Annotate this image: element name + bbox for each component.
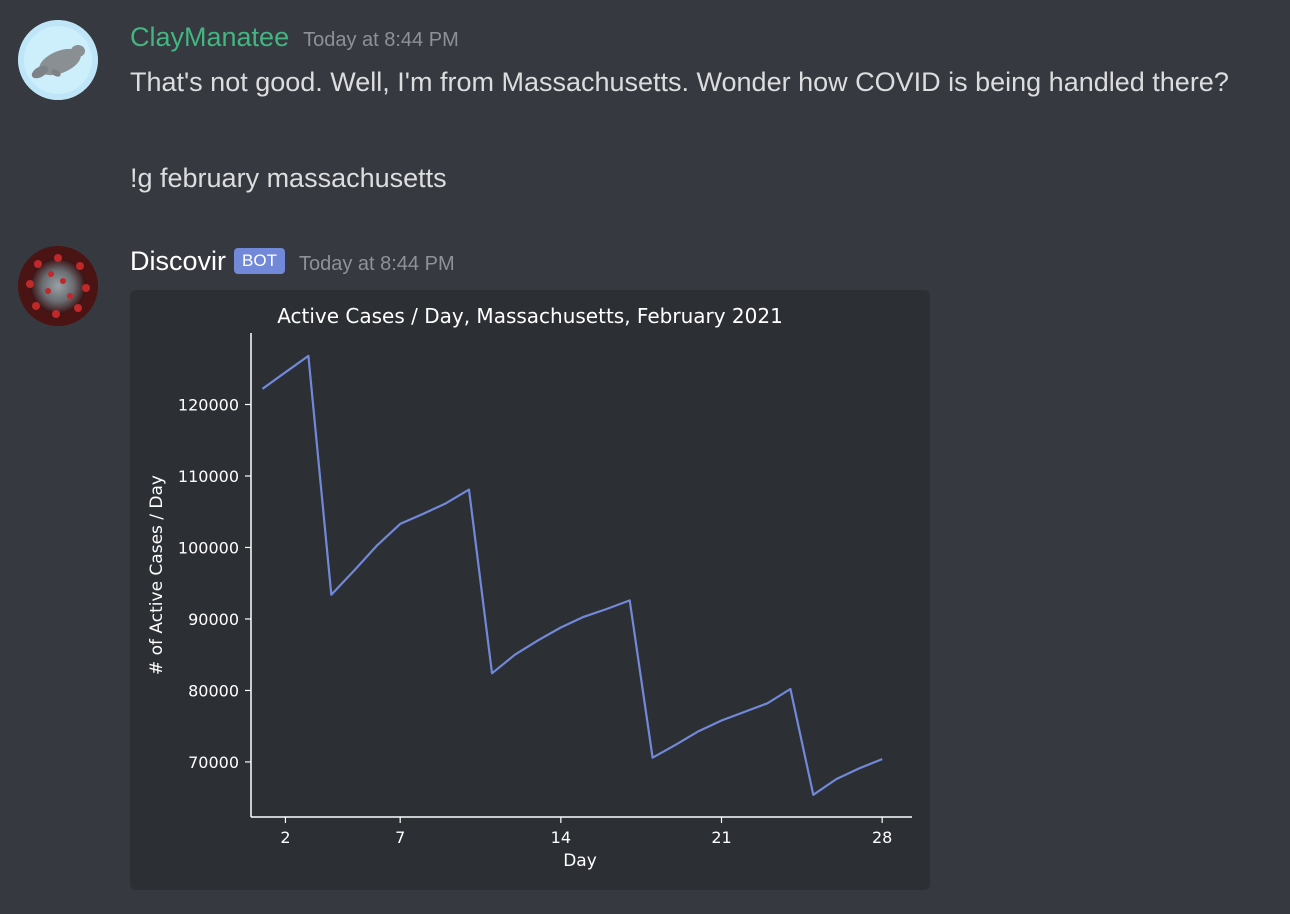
y-tick-label: 100000 — [178, 538, 239, 557]
y-tick-label: 90000 — [188, 610, 239, 629]
chart-embed[interactable]: Active Cases / Day, Massachusetts, Febru… — [130, 290, 930, 890]
message-header: Discovir BOT Today at 8:44 PM — [130, 246, 455, 278]
y-tick-label: 70000 — [188, 753, 239, 772]
series-line — [261, 354, 883, 796]
user-avatar[interactable] — [18, 20, 98, 100]
bot-avatar[interactable] — [18, 246, 98, 326]
timestamp: Today at 8:44 PM — [298, 253, 455, 275]
y-tick-label: 80000 — [188, 681, 239, 700]
x-tick-label: 7 — [395, 828, 405, 847]
coronavirus-icon — [18, 246, 98, 326]
line-chart: Active Cases / Day, Massachusetts, Febru… — [147, 304, 912, 871]
y-axis-label: # of Active Cases / Day — [147, 475, 167, 675]
chart-title: Active Cases / Day, Massachusetts, Febru… — [277, 304, 783, 328]
x-axis-label: Day — [563, 851, 597, 871]
username[interactable]: ClayManatee — [130, 22, 290, 52]
x-tick-label: 2 — [280, 828, 290, 847]
x-tick-label: 28 — [872, 828, 892, 847]
message-text: That's not good. Well, I'm from Massachu… — [130, 67, 1229, 97]
username[interactable]: Discovir — [130, 246, 227, 276]
x-tick-label: 14 — [551, 828, 571, 847]
timestamp: Today at 8:44 PM — [303, 29, 459, 51]
bot-badge: BOT — [234, 248, 285, 274]
y-tick-label: 110000 — [178, 467, 239, 486]
y-tick-label: 120000 — [178, 395, 239, 414]
message-header: ClayManatee Today at 8:44 PM — [130, 22, 459, 53]
x-tick-label: 21 — [711, 828, 731, 847]
message-text-command: !g february massachusetts — [130, 163, 447, 193]
manatee-icon — [18, 20, 98, 100]
